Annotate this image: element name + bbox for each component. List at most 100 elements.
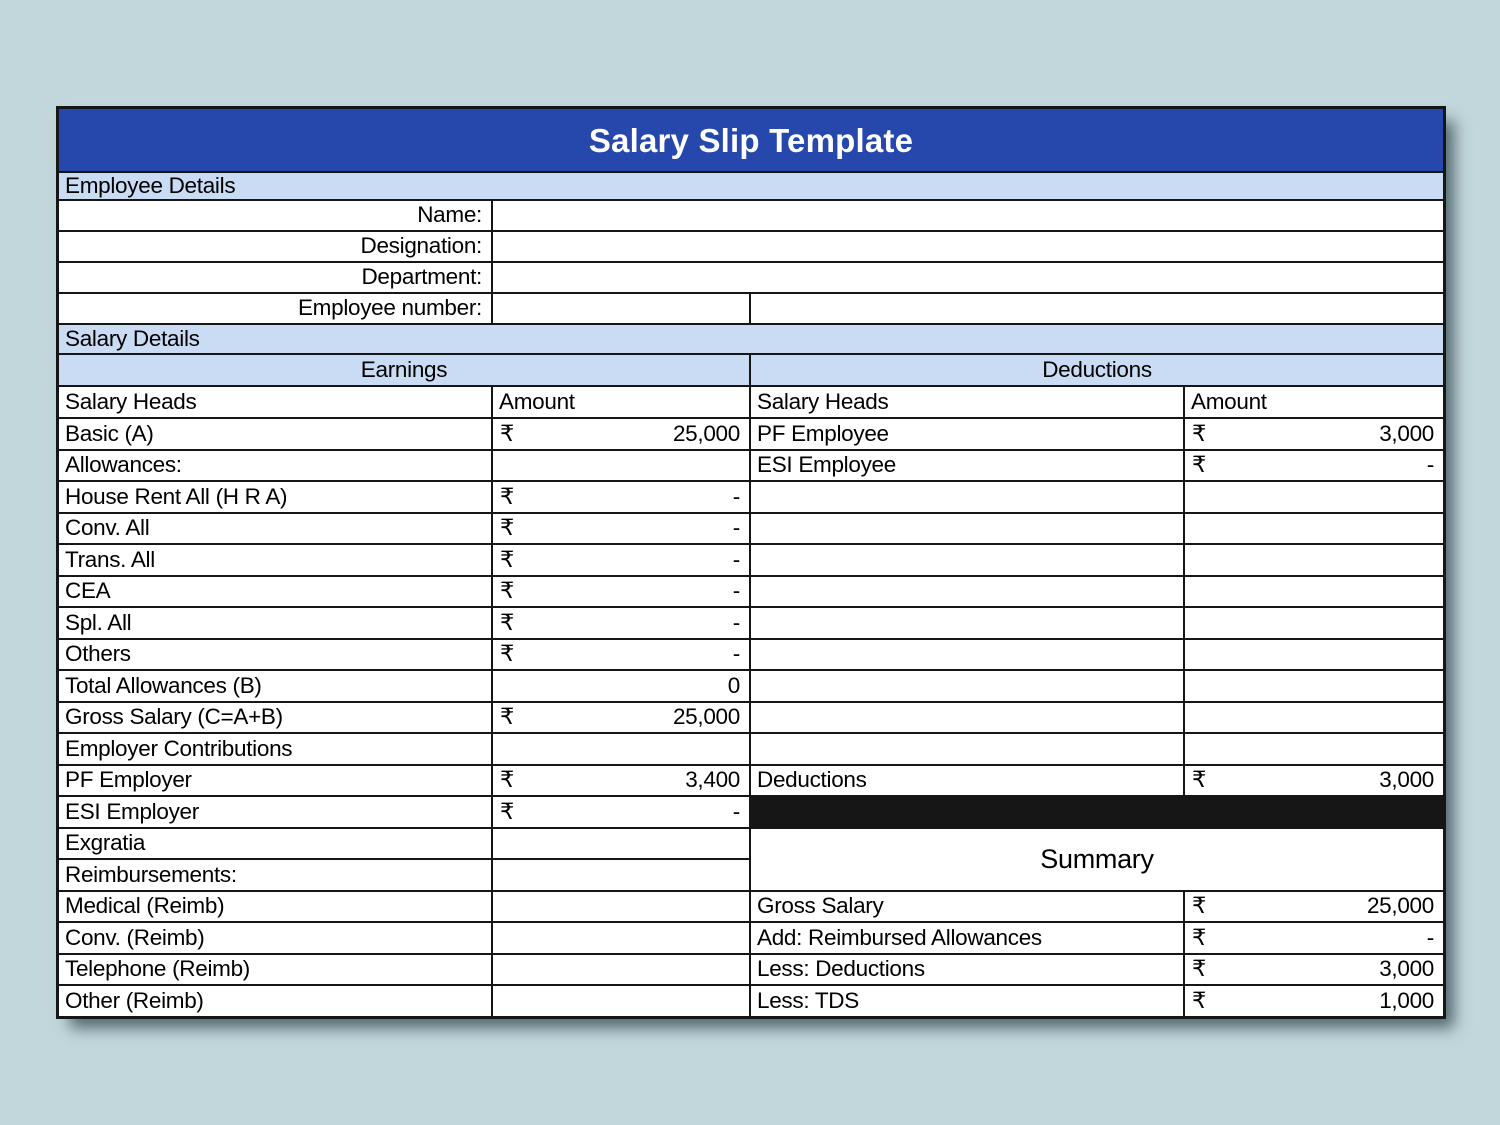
empty-cell[interactable] xyxy=(751,545,1183,575)
employer-contributions-amount-cell[interactable] xyxy=(493,734,749,764)
empty-cell[interactable] xyxy=(1185,639,1443,669)
trans-all-label: Trans. All xyxy=(59,545,491,575)
rupee-currency-symbol: ₹ xyxy=(500,798,515,824)
total-allowances-amount-value: 0 xyxy=(727,672,741,698)
summary-less-deductions-amount-cell[interactable]: ₹ 3,000 xyxy=(1185,954,1443,984)
empty-cell[interactable] xyxy=(1185,608,1443,638)
empty-cell[interactable] xyxy=(1185,671,1443,701)
allowances-label: Allowances: xyxy=(59,450,491,480)
basic-label: Basic (A) xyxy=(59,419,491,449)
hra-label: House Rent All (H R A) xyxy=(59,482,491,512)
trans-all-amount-value: - xyxy=(732,546,741,572)
empty-cell[interactable] xyxy=(751,608,1183,638)
department-field[interactable] xyxy=(493,263,1443,292)
deductions-total-label: Deductions xyxy=(751,765,1183,795)
empty-cell[interactable] xyxy=(751,576,1183,606)
name-field[interactable] xyxy=(493,201,1443,230)
summary-less-deductions-label: Less: Deductions xyxy=(751,954,1183,984)
esi-employer-amount-cell[interactable]: ₹ - xyxy=(493,797,749,827)
salary-slip-grid: Salary Slip Template Employee Details Na… xyxy=(56,106,1446,1019)
empty-cell[interactable] xyxy=(751,671,1183,701)
employee-number-field[interactable] xyxy=(493,294,749,323)
summary-reimbursed-allowances-amount-cell[interactable]: ₹ - xyxy=(1185,923,1443,953)
rupee-currency-symbol: ₹ xyxy=(1192,420,1207,446)
pf-employer-amount-cell[interactable]: ₹ 3,400 xyxy=(493,765,749,795)
cea-label: CEA xyxy=(59,576,491,606)
summary-reimbursed-allowances-amount-value: - xyxy=(1426,924,1435,950)
empty-cell[interactable] xyxy=(751,702,1183,732)
exgratia-amount-cell[interactable] xyxy=(493,828,749,858)
telephone-reimb-label: Telephone (Reimb) xyxy=(59,954,491,984)
earnings-salary-heads-header: Salary Heads xyxy=(59,387,491,417)
employee-number-extra-field[interactable] xyxy=(751,294,1443,323)
conv-all-amount-cell[interactable]: ₹ - xyxy=(493,513,749,543)
rupee-currency-symbol: ₹ xyxy=(500,578,515,603)
deductions-heading: Deductions xyxy=(751,355,1443,385)
basic-amount-value: 25,000 xyxy=(672,420,740,446)
empty-cell[interactable] xyxy=(1185,702,1443,732)
designation-label: Designation: xyxy=(59,232,491,261)
other-reimb-amount-cell[interactable] xyxy=(493,986,749,1016)
basic-amount-cell[interactable]: ₹ 25,000 xyxy=(493,419,749,449)
deductions-total-amount-cell[interactable]: ₹ 3,000 xyxy=(1185,765,1443,795)
esi-employer-label: ESI Employer xyxy=(59,797,491,827)
department-label: Department: xyxy=(59,263,491,292)
esi-employee-amount-cell[interactable]: ₹ - xyxy=(1185,450,1443,480)
empty-cell[interactable] xyxy=(751,734,1183,764)
esi-employee-label: ESI Employee xyxy=(751,450,1183,480)
summary-heading: Summary xyxy=(751,828,1443,890)
deductions-salary-heads-header: Salary Heads xyxy=(751,387,1183,417)
allowances-amount-cell[interactable] xyxy=(493,450,749,480)
rupee-currency-symbol: ₹ xyxy=(500,767,515,792)
rupee-currency-symbol: ₹ xyxy=(500,515,515,540)
esi-employer-amount-value: - xyxy=(732,798,741,824)
hra-amount-cell[interactable]: ₹ - xyxy=(493,482,749,512)
rupee-currency-symbol: ₹ xyxy=(1192,924,1207,950)
medical-reimb-label: Medical (Reimb) xyxy=(59,891,491,921)
spl-all-amount-cell[interactable]: ₹ - xyxy=(493,608,749,638)
telephone-reimb-amount-cell[interactable] xyxy=(493,954,749,984)
gross-salary-amount-cell[interactable]: ₹ 25,000 xyxy=(493,702,749,732)
conv-reimb-amount-cell[interactable] xyxy=(493,923,749,953)
employee-details-heading: Employee Details xyxy=(59,173,1443,199)
empty-cell[interactable] xyxy=(751,513,1183,543)
designation-field[interactable] xyxy=(493,232,1443,261)
others-amount-cell[interactable]: ₹ - xyxy=(493,639,749,669)
summary-gross-salary-amount-value: 25,000 xyxy=(1366,893,1434,918)
empty-cell[interactable] xyxy=(1185,734,1443,764)
summary-less-tds-amount-value: 1,000 xyxy=(1379,987,1434,1013)
rupee-currency-symbol: ₹ xyxy=(500,704,515,729)
salary-details-heading: Salary Details xyxy=(59,325,1443,353)
empty-cell[interactable] xyxy=(1185,513,1443,543)
salary-slip-sheet: Salary Slip Template Employee Details Na… xyxy=(56,106,1446,1019)
medical-reimb-amount-cell[interactable] xyxy=(493,891,749,921)
trans-all-amount-cell[interactable]: ₹ - xyxy=(493,545,749,575)
empty-cell[interactable] xyxy=(1185,545,1443,575)
empty-cell[interactable] xyxy=(1185,482,1443,512)
total-allowances-amount-cell[interactable]: 0 xyxy=(493,671,749,701)
summary-less-tds-amount-cell[interactable]: ₹ 1,000 xyxy=(1185,986,1443,1016)
pf-employee-amount-value: 3,000 xyxy=(1379,420,1434,446)
spl-all-amount-value: - xyxy=(732,609,741,635)
hra-amount-value: - xyxy=(732,483,741,509)
exgratia-label: Exgratia xyxy=(59,828,491,858)
gross-salary-label: Gross Salary (C=A+B) xyxy=(59,702,491,732)
pf-employer-amount-value: 3,400 xyxy=(685,767,740,792)
deductions-amount-header: Amount xyxy=(1185,387,1443,417)
empty-cell[interactable] xyxy=(751,482,1183,512)
cea-amount-value: - xyxy=(732,578,741,603)
rupee-currency-symbol: ₹ xyxy=(1192,452,1207,477)
reimbursements-amount-cell[interactable] xyxy=(493,860,749,890)
pf-employer-label: PF Employer xyxy=(59,765,491,795)
rupee-currency-symbol: ₹ xyxy=(500,483,515,509)
rupee-currency-symbol: ₹ xyxy=(1192,893,1207,918)
empty-cell[interactable] xyxy=(751,639,1183,669)
summary-gross-salary-amount-cell[interactable]: ₹ 25,000 xyxy=(1185,891,1443,921)
gross-salary-amount-value: 25,000 xyxy=(672,704,740,729)
empty-cell[interactable] xyxy=(1185,576,1443,606)
rupee-currency-symbol: ₹ xyxy=(1192,956,1207,981)
pf-employee-amount-cell[interactable]: ₹ 3,000 xyxy=(1185,419,1443,449)
cea-amount-cell[interactable]: ₹ - xyxy=(493,576,749,606)
earnings-heading: Earnings xyxy=(59,355,749,385)
earnings-amount-header: Amount xyxy=(493,387,749,417)
